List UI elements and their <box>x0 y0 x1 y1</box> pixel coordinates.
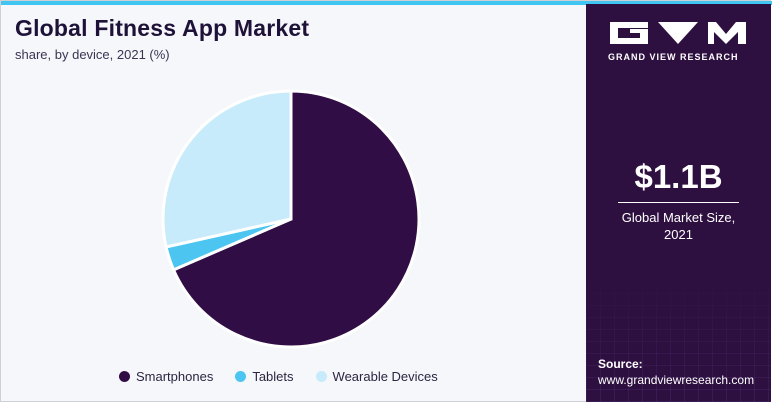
legend-swatch-smartphones <box>119 371 130 382</box>
legend-label-tablets: Tablets <box>252 369 294 384</box>
market-size-label: Global Market Size, 2021 <box>586 209 771 243</box>
pie-slice-smartphones <box>171 89 421 349</box>
pie-slice-wearable-devices <box>161 89 293 249</box>
legend-label-smartphones: Smartphones <box>136 369 214 384</box>
accent-bar <box>1 1 772 5</box>
market-size-label-line1: Global Market Size, <box>621 210 736 225</box>
chart-subtitle: share, by device, 2021 (%) <box>15 47 170 62</box>
chart-title: Global Fitness App Market <box>15 15 310 41</box>
legend-swatch-tablets <box>235 371 247 382</box>
legend-label-wearable-devices: Wearable Devices <box>332 369 438 384</box>
brand-name: GRAND VIEW RESEARCH <box>608 52 739 62</box>
legend-item-wearable-devices: Wearable Devices <box>315 369 438 384</box>
legend-item-tablets: Tablets <box>235 369 294 384</box>
source: Source: www.grandviewresearch.com <box>598 356 754 388</box>
source-label: Source: <box>598 357 643 371</box>
legend: Smartphones Tablets Wearable Devices <box>119 369 438 384</box>
source-url[interactable]: www.grandviewresearch.com <box>598 373 755 387</box>
legend-item-smartphones: Smartphones <box>119 369 213 384</box>
info-panel: GRAND VIEW RESEARCH $1.1B Global Market … <box>586 4 771 402</box>
market-size-value: $1.1B <box>634 158 723 195</box>
market-size-label-line2: 2021 <box>664 227 693 242</box>
gvr-logo-icon <box>610 22 746 44</box>
divider <box>618 202 739 203</box>
legend-swatch-wearable-devices <box>315 371 327 382</box>
pie-chart <box>161 89 421 349</box>
panel-grid-decoration <box>586 282 771 402</box>
